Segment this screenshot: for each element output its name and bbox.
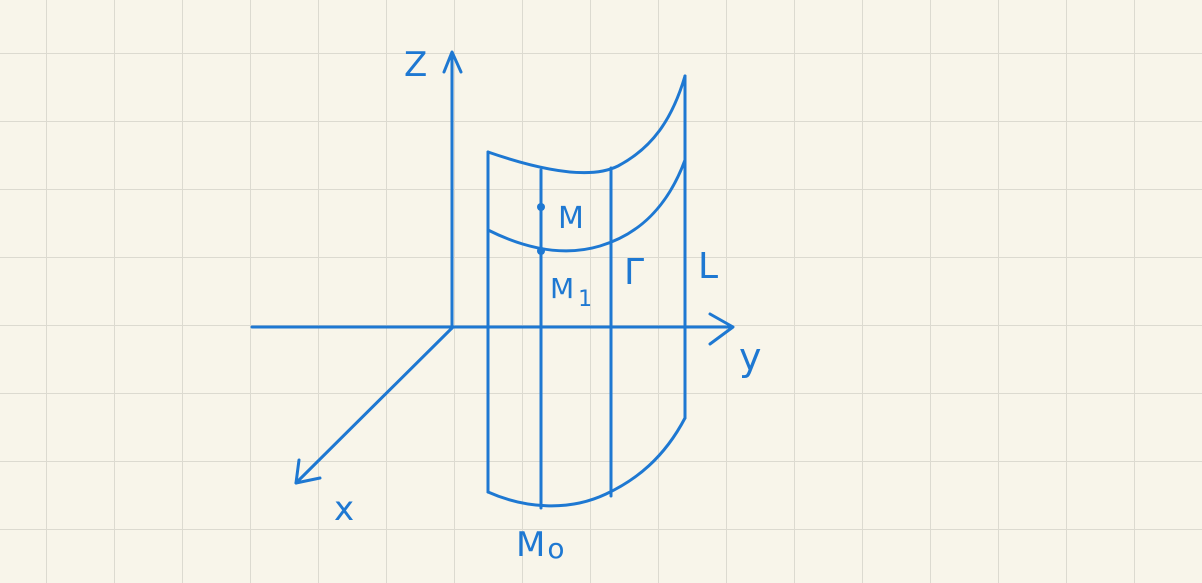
curve-l-label: L: [698, 246, 718, 287]
x-axis-arrowhead: [294, 458, 322, 485]
z-axis-label: Z: [404, 45, 427, 85]
curve-gamma-label: Γ: [624, 252, 644, 293]
point-m1-dot: [537, 247, 545, 255]
y-axis-label: y: [739, 335, 762, 379]
point-m1-subscript: 1: [578, 287, 592, 312]
point-m0-subscript: o: [547, 532, 564, 565]
point-m-label: M: [558, 201, 584, 236]
top-edge-curve: [486, 74, 687, 175]
bottom-edge-curve-m0: [486, 416, 687, 508]
x-axis-label: x: [334, 489, 354, 529]
point-m1-letter: M: [550, 272, 574, 305]
cylindrical-surface: [486, 74, 687, 510]
x-axis: [294, 326, 454, 485]
y-axis-arrowhead: [708, 312, 735, 346]
point-m0-label: Mo: [516, 525, 564, 565]
curve-gamma: [486, 158, 687, 253]
axes: [250, 50, 735, 485]
point-m-dot: [537, 203, 545, 211]
point-m0-letter: M: [516, 525, 545, 565]
z-axis-arrowhead: [442, 50, 463, 74]
